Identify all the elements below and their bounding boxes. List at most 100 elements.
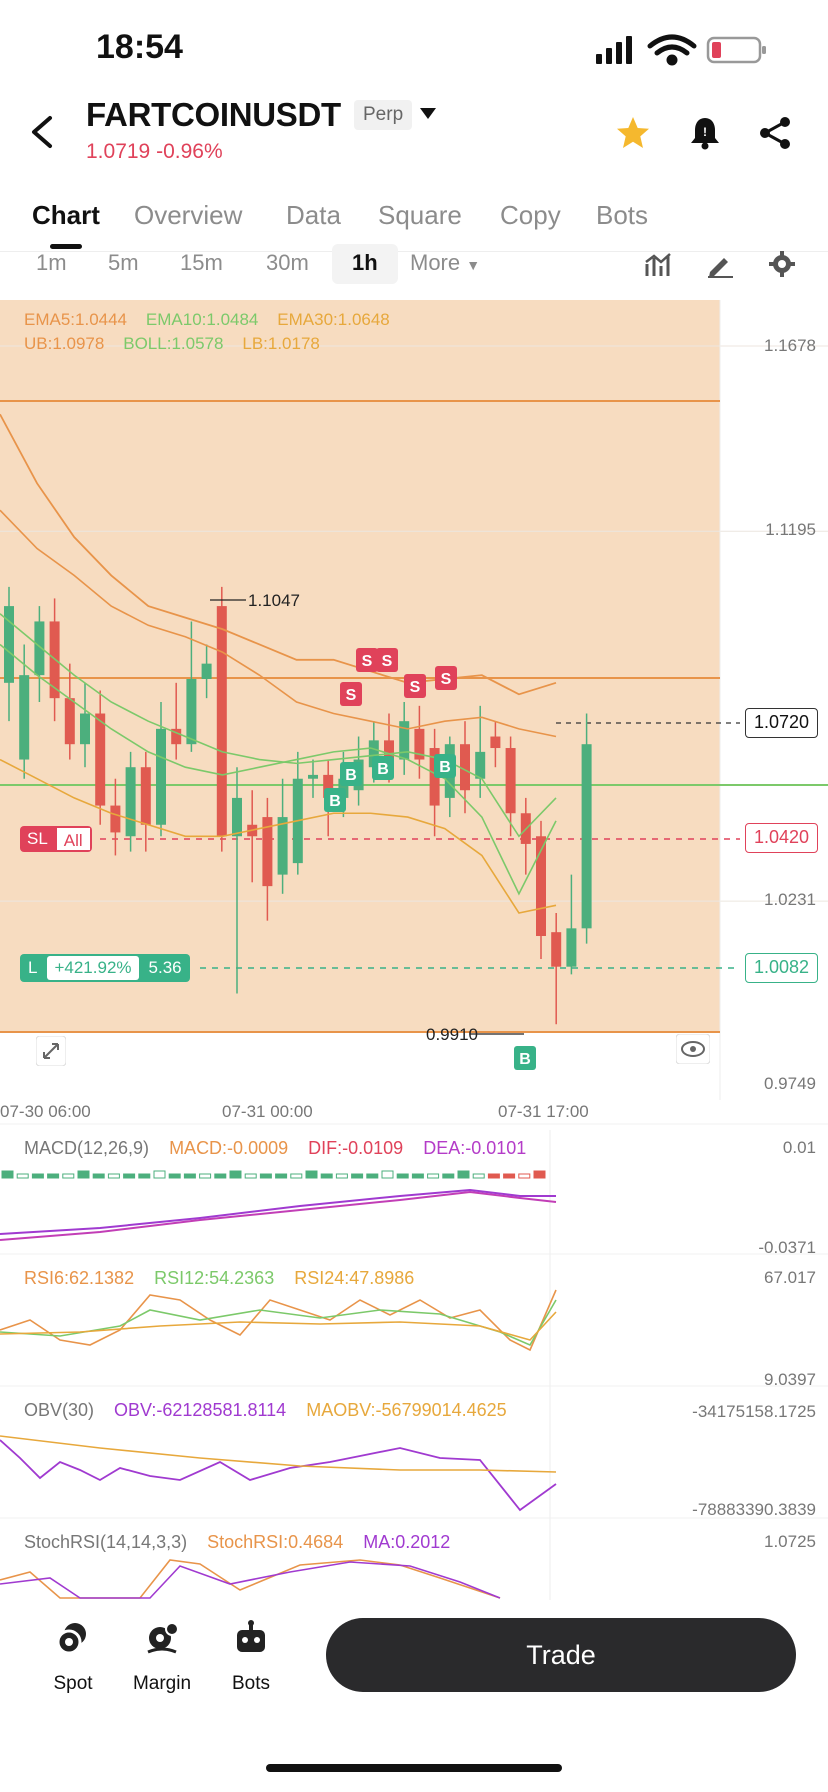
pair-name[interactable]: FARTCOINUSDT xyxy=(86,96,341,133)
eye-visibility-icon[interactable] xyxy=(676,1034,710,1064)
tab-chart[interactable]: Chart xyxy=(32,200,100,230)
x-axis-label: 07-30 06:00 xyxy=(0,1102,91,1121)
y-axis-label: 1.1678 xyxy=(764,336,816,355)
stop-loss-badge[interactable]: SL All xyxy=(20,826,92,852)
position-badge[interactable]: L +421.92% 5.36 xyxy=(20,954,190,982)
tab-copy[interactable]: Copy xyxy=(500,200,561,230)
ema30-label: EMA30:1.0648 xyxy=(277,310,390,329)
macd-histogram-bar xyxy=(487,1173,500,1179)
candle-body xyxy=(110,805,121,833)
indicator-icon[interactable] xyxy=(644,250,672,278)
macd-axis-top: 0.01 xyxy=(782,1138,816,1157)
macd-histogram-bar xyxy=(183,1173,196,1179)
macd-histogram-bar xyxy=(503,1173,516,1179)
candle-body xyxy=(186,678,197,745)
sell-marker-letter: S xyxy=(441,671,452,688)
wifi-icon xyxy=(647,34,697,66)
stochrsi-ma-line xyxy=(0,1561,501,1599)
candle-body xyxy=(19,675,30,760)
back-arrow-icon[interactable] xyxy=(28,112,58,152)
macd-histogram-bar xyxy=(229,1170,242,1179)
ub-label: UB:1.0978 xyxy=(24,334,105,353)
active-tab-indicator xyxy=(50,244,82,249)
nav-bots-label: Bots xyxy=(231,1673,271,1694)
ema10-line xyxy=(0,613,557,838)
alert-bell-icon[interactable]: ! xyxy=(686,114,724,152)
candle-body xyxy=(34,621,45,676)
macd-histogram-bar xyxy=(199,1173,212,1179)
candle-body xyxy=(201,663,212,679)
macd-histogram-bar xyxy=(16,1173,29,1179)
svg-text:!: ! xyxy=(703,125,707,139)
obv-axis-top: -34175158.1725 xyxy=(692,1402,816,1421)
fullscreen-expand-icon[interactable] xyxy=(36,1036,66,1066)
candle-body xyxy=(581,744,592,929)
last-price: 1.0719 xyxy=(86,140,151,163)
sell-marker xyxy=(340,682,362,706)
ema5-line xyxy=(0,643,557,896)
candle-body xyxy=(460,744,470,791)
robot-icon xyxy=(237,1620,265,1652)
stochrsi-line xyxy=(0,1559,501,1599)
candle-body xyxy=(475,751,486,779)
low-price-label: 0.9910 xyxy=(426,1025,478,1044)
lower-band-line xyxy=(0,758,557,914)
candle-body xyxy=(368,740,379,768)
tab-overview[interactable]: Overview xyxy=(134,200,243,230)
caret-down-icon: ▼ xyxy=(466,257,481,273)
stop-loss-price-tag[interactable]: 1.0420 xyxy=(744,823,818,853)
star-icon[interactable] xyxy=(614,114,652,152)
candle-body xyxy=(505,748,516,814)
timeframe-more[interactable]: More ▼ xyxy=(410,250,480,276)
obv-name: OBV(30) xyxy=(24,1400,95,1420)
timeframe-30m[interactable]: 30m xyxy=(266,250,309,275)
candle-body xyxy=(140,767,151,825)
ema30-line xyxy=(0,509,557,738)
timeframe-1m[interactable]: 1m xyxy=(36,250,67,275)
candle-body xyxy=(4,606,14,683)
sell-marker-letter: S xyxy=(362,653,373,670)
timeframe-5m[interactable]: 5m xyxy=(108,250,139,275)
stochrsi-value: StochRSI:0.4684 xyxy=(207,1532,344,1552)
macd-histogram-bar xyxy=(290,1173,303,1179)
entry-price-tag[interactable]: 1.0082 xyxy=(744,953,818,983)
macd-legend: MACD(12,26,9) MACD:-0.0009 DIF:-0.0109 D… xyxy=(24,1138,526,1159)
position-side: L xyxy=(28,958,38,977)
stochrsi-ma: MA:0.2012 xyxy=(363,1532,451,1552)
sell-marker-letter: S xyxy=(410,679,421,696)
candle-body xyxy=(95,713,106,806)
macd-histogram-bar xyxy=(31,1173,44,1179)
timeframe-1h[interactable]: 1h xyxy=(352,250,378,275)
draw-pencil-icon[interactable] xyxy=(706,250,734,278)
nav-spot[interactable]: Spot xyxy=(33,1620,113,1695)
candle-body xyxy=(277,817,288,875)
tab-bots[interactable]: Bots xyxy=(596,200,649,230)
tab-data[interactable]: Data xyxy=(286,200,341,230)
macd-histogram-bar xyxy=(427,1173,440,1179)
ema10-label: EMA10:1.0484 xyxy=(145,310,259,329)
share-icon[interactable] xyxy=(756,114,794,152)
buy-marker xyxy=(514,1046,536,1070)
nav-bots[interactable]: Bots xyxy=(211,1620,291,1695)
macd-histogram-bar xyxy=(153,1170,166,1179)
timeframe-15m[interactable]: 15m xyxy=(180,250,223,275)
rsi-legend: RSI6:62.1382 RSI12:54.2363 RSI24:47.8986 xyxy=(24,1268,414,1289)
lb-label: LB:1.0178 xyxy=(242,334,320,353)
ema-legend: EMA5:1.0444 EMA10:1.0484 EMA30:1.0648 xyxy=(24,310,390,330)
caret-down-icon[interactable] xyxy=(420,108,436,120)
sl-label: SL xyxy=(20,826,55,852)
candle-body xyxy=(536,836,546,937)
candle-body xyxy=(216,606,227,837)
candle-body xyxy=(323,774,334,798)
macd-histogram-bar xyxy=(457,1170,470,1179)
tab-square[interactable]: Square xyxy=(378,200,462,230)
candle-body xyxy=(80,713,90,745)
nav-spot-label: Spot xyxy=(53,1673,93,1694)
y-axis-label: 1.1195 xyxy=(765,520,816,539)
settings-gear-icon[interactable] xyxy=(768,250,796,278)
trade-button[interactable]: Trade xyxy=(326,1618,796,1692)
candle-body xyxy=(262,817,273,887)
nav-margin[interactable]: Margin xyxy=(122,1620,202,1695)
high-price-label: 1.1047 xyxy=(248,591,300,610)
